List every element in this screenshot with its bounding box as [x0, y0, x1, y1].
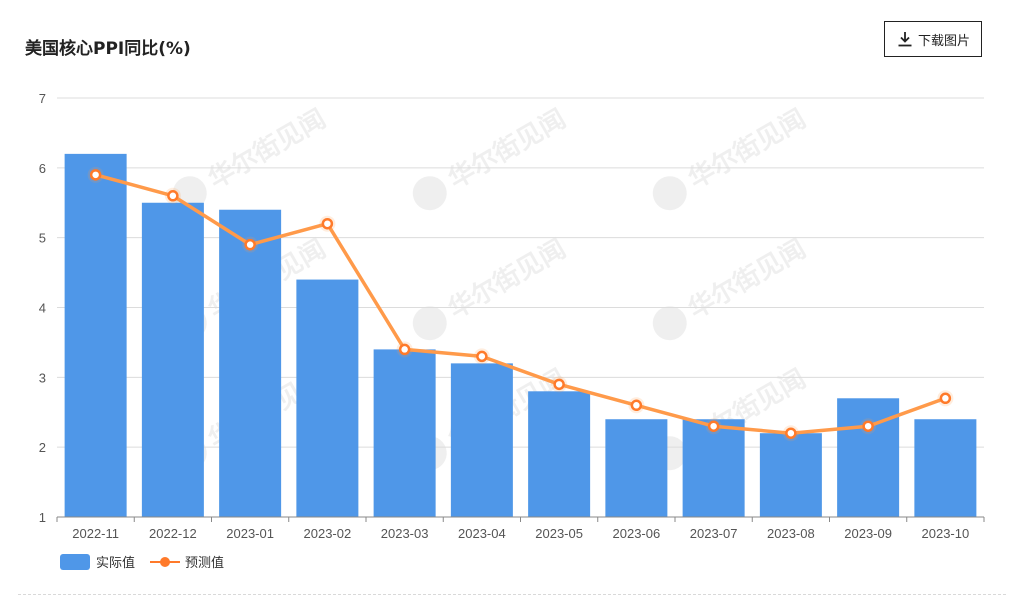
y-tick-label: 3: [39, 370, 46, 385]
watermark: 华尔街见闻: [652, 233, 811, 341]
watermark: 华尔街见闻: [652, 103, 811, 211]
bar: [605, 419, 668, 517]
data-point: [476, 350, 488, 363]
download-image-button[interactable]: 下载图片: [884, 21, 982, 57]
bottom-divider: [18, 594, 1006, 595]
data-point: [244, 238, 256, 251]
y-tick-label: 5: [39, 231, 46, 246]
x-tick-label: 2023-09: [844, 526, 892, 541]
bar: [296, 279, 359, 517]
y-tick-label: 4: [39, 301, 46, 316]
bar: [141, 202, 204, 517]
bar: [759, 433, 822, 517]
bar: [450, 363, 513, 517]
watermark-logo-icon: [652, 176, 687, 211]
y-tick-label: 2: [39, 440, 46, 455]
download-icon: [898, 32, 912, 47]
data-point: [630, 399, 643, 412]
data-point: [785, 427, 797, 439]
data-point: [553, 378, 565, 391]
bar: [373, 349, 436, 517]
bar: [837, 398, 900, 517]
grid-lines: [57, 97, 984, 448]
watermark-text: 华尔街见闻: [683, 233, 811, 325]
watermark-text: 华尔街见闻: [203, 103, 331, 195]
data-point: [321, 217, 334, 230]
x-tick-label: 2022-11: [72, 526, 119, 541]
watermark: 华尔街见闻: [412, 233, 571, 341]
data-point: [939, 392, 952, 405]
y-tick-label: 6: [39, 161, 46, 176]
x-tick-label: 2023-07: [690, 526, 738, 541]
download-label: 下载图片: [917, 33, 970, 49]
legend-label-forecast: 预测值: [185, 555, 224, 571]
x-tick-label: 2023-06: [613, 526, 661, 541]
x-tick-label: 2023-08: [767, 526, 815, 541]
watermark-text: 华尔街见闻: [443, 233, 571, 325]
bar-series: [64, 153, 977, 517]
watermark: 华尔街见闻: [412, 103, 571, 211]
bar: [914, 419, 977, 517]
watermark: 华尔街见闻: [172, 103, 331, 211]
x-tick-label: 2023-02: [304, 526, 352, 541]
data-point: [398, 343, 411, 356]
watermark-text: 华尔街见闻: [443, 103, 571, 195]
watermark-logo-icon: [412, 176, 447, 211]
watermark-logo-icon: [412, 306, 447, 341]
data-point: [707, 420, 720, 432]
watermark-text: 华尔街见闻: [683, 103, 811, 195]
chart-title: 美国核心PPI同比(%): [25, 39, 191, 59]
legend-label-actual: 实际值: [96, 555, 135, 571]
legend: 实际值 预测值: [60, 554, 224, 571]
data-point: [167, 190, 179, 202]
bar: [219, 209, 282, 517]
legend-bar-swatch: [60, 554, 90, 570]
x-tick-label: 2023-10: [922, 526, 970, 541]
y-tick-label: 1: [39, 510, 46, 525]
series-line: [95, 173, 946, 435]
x-tick-label: 2023-04: [458, 526, 506, 541]
y-tick-label: 7: [39, 91, 46, 106]
bar: [528, 391, 591, 517]
x-tick-label: 2023-05: [535, 526, 583, 541]
line-series: [87, 166, 954, 442]
x-tick-label: 2023-03: [381, 526, 429, 541]
x-tick-label: 2023-01: [226, 526, 274, 541]
data-point: [89, 169, 102, 181]
bar: [64, 153, 127, 517]
bar: [682, 419, 745, 517]
x-tick-label: 2022-12: [149, 526, 197, 541]
data-point: [862, 420, 874, 432]
watermark-logo-icon: [652, 306, 687, 341]
legend-line-marker: [160, 557, 170, 567]
axes: 1 2 3 4 5 6 7 2022-11 2022-12 2023-01 2023-02 2023-…: [39, 91, 985, 541]
